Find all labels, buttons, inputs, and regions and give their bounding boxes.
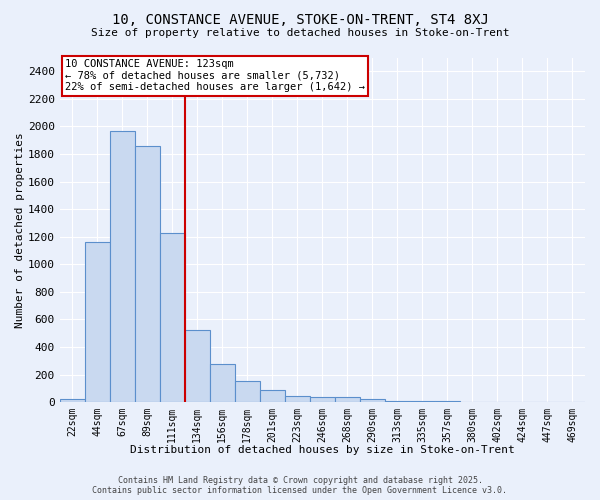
Bar (260, 390, 285, 402)
Bar (160, 232, 185, 402)
Bar (134, 146, 160, 402)
Bar (360, 400, 385, 402)
Bar (185, 330, 210, 402)
Bar (335, 398, 360, 402)
Bar (285, 396, 310, 402)
Bar (110, 130, 134, 402)
Bar (210, 364, 235, 402)
Bar (59, 398, 85, 402)
Bar (385, 400, 410, 402)
Text: Size of property relative to detached houses in Stoke-on-Trent: Size of property relative to detached ho… (91, 28, 509, 38)
Y-axis label: Number of detached properties: Number of detached properties (15, 132, 25, 328)
Bar (235, 382, 260, 402)
Text: Contains HM Land Registry data © Crown copyright and database right 2025.
Contai: Contains HM Land Registry data © Crown c… (92, 476, 508, 495)
X-axis label: Distribution of detached houses by size in Stoke-on-Trent: Distribution of detached houses by size … (130, 445, 515, 455)
Bar (85, 242, 110, 402)
Text: 10 CONSTANCE AVENUE: 123sqm
← 78% of detached houses are smaller (5,732)
22% of : 10 CONSTANCE AVENUE: 123sqm ← 78% of det… (65, 59, 365, 92)
Bar (310, 396, 335, 402)
Text: 10, CONSTANCE AVENUE, STOKE-ON-TRENT, ST4 8XJ: 10, CONSTANCE AVENUE, STOKE-ON-TRENT, ST… (112, 12, 488, 26)
